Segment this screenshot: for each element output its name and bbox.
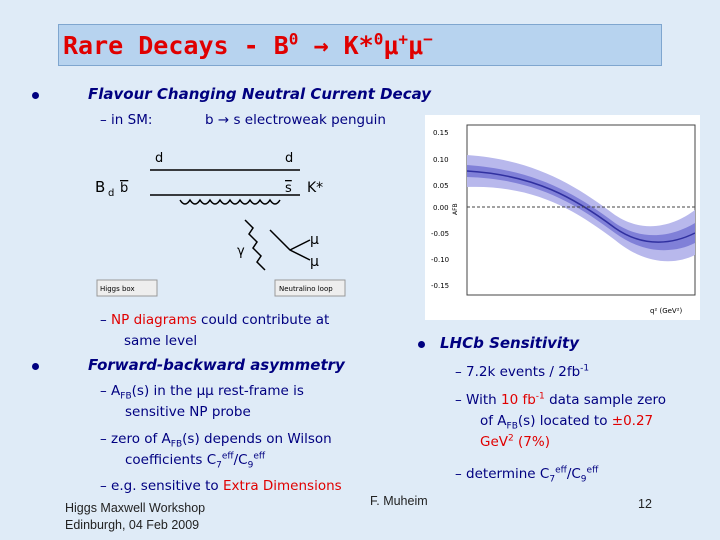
legend-label: Higgs box — [100, 285, 135, 293]
title-sup: − — [423, 29, 433, 49]
sub-item: – 7.2k events / 2fb-1 — [455, 362, 589, 383]
title-text: Rare Decays - B — [63, 31, 289, 60]
text: FB — [506, 421, 518, 432]
footer-workshop: Higgs Maxwell Workshop — [65, 501, 206, 515]
legend-box — [96, 279, 158, 297]
title-text: → K* — [298, 31, 374, 60]
central-curve — [466, 170, 696, 243]
text: – — [100, 383, 112, 399]
bullet-heading: LHCb Sensitivity — [440, 334, 579, 352]
text: ±0.27 GeV — [480, 413, 654, 450]
text: 7 — [549, 474, 556, 485]
text: -1 — [580, 363, 590, 374]
diagram-label: d — [155, 151, 163, 166]
sub-item: – zero of AFB(s) depends on Wilson coeff… — [100, 429, 360, 471]
y-axis-label: AFB — [452, 203, 459, 215]
text: 7.2k events / 2fb — [466, 364, 581, 380]
text: μμ — [196, 383, 214, 399]
y-tick-label: -0.10 — [431, 256, 449, 264]
diagram-label: d — [285, 151, 293, 166]
y-tick-label: 0.10 — [433, 156, 449, 164]
text: FB — [120, 391, 132, 402]
diagram-label: b — [120, 181, 128, 196]
text: /C — [566, 466, 581, 482]
text: (7%) — [513, 434, 550, 450]
slide-title: Rare Decays - B0 → K*0μ+μ− — [58, 24, 662, 66]
text: could contribute at same level — [124, 312, 330, 349]
sub-item: – in SM: — [100, 112, 153, 128]
y-tick-label: -0.05 — [431, 230, 449, 238]
text: – — [100, 478, 112, 494]
bullet — [32, 363, 39, 370]
text: eff — [555, 465, 567, 476]
bullet — [32, 92, 39, 99]
footer-place: Edinburgh, 04 Feb 2009 — [65, 518, 200, 532]
diagram-label: μ — [310, 232, 319, 248]
sub-item: – determine C7eff/C9eff — [455, 464, 598, 485]
text: (s) in the — [131, 383, 197, 399]
title-sup: 0 — [288, 29, 299, 49]
sub-item: – AFB(s) in the μμ rest-frame is sensiti… — [100, 381, 360, 423]
bullet-heading: Flavour Changing Neutral Current Decay — [88, 85, 432, 103]
diagram-label: μ — [310, 254, 319, 270]
text: – — [100, 431, 112, 447]
text: e.g. sensitive to — [111, 478, 223, 494]
text: FB — [170, 439, 183, 450]
sub-item: – NP diagrams could contribute at same l… — [100, 310, 360, 352]
text: 2 — [508, 433, 514, 444]
text: – — [455, 392, 467, 408]
diagram-label: B — [95, 178, 105, 196]
bullet — [418, 341, 425, 348]
text: -1 — [535, 391, 545, 402]
title-text: μ — [408, 31, 424, 60]
text: determine C — [466, 466, 550, 482]
text: eff — [586, 465, 599, 476]
y-tick-label: 0.05 — [433, 182, 449, 190]
page-number: 12 — [638, 497, 652, 511]
text: 10 fb — [501, 392, 536, 408]
diagram-label: K* — [307, 180, 323, 196]
text: 9 — [247, 460, 254, 471]
text: (s) located to — [517, 413, 612, 429]
text: 9 — [580, 474, 587, 485]
title-sup: 0 — [373, 29, 384, 49]
y-tick-label: -0.15 — [431, 282, 449, 290]
title-text: μ — [383, 31, 399, 60]
sub-item: – e.g. sensitive to Extra Dimensions — [100, 476, 390, 497]
text: (s) depends on Wilson coefficients C — [125, 431, 332, 468]
legend-box — [274, 279, 346, 297]
y-tick-label: 0.00 — [433, 204, 449, 212]
text: With — [466, 392, 501, 408]
feynman-diagram: Higgs box Neutralino loop d d B d b s K*… — [95, 151, 346, 297]
text: zero of A — [111, 431, 171, 447]
text: – — [100, 312, 112, 328]
legend-label: Neutralino loop — [279, 285, 333, 293]
title-sup: + — [398, 29, 409, 49]
bullet-heading: Forward-backward asymmetry — [88, 356, 345, 374]
x-axis-label: q² (GeV²) — [650, 307, 683, 315]
text: 7 — [216, 460, 222, 471]
sub-item: – With 10 fb-1 data sample zero of AFB(s… — [455, 390, 680, 453]
text: data sample zero of A — [480, 392, 667, 429]
afb-plot: 0.15 0.10 0.05 0.00 -0.05 -0.10 -0.15 AF… — [425, 115, 700, 320]
text: Extra Dimensions — [222, 478, 342, 494]
plot-background — [425, 115, 700, 320]
text: eff — [221, 451, 234, 462]
footer-author: F. Muheim — [370, 494, 428, 508]
sub-item: b → s electroweak penguin — [205, 112, 386, 128]
text: NP diagrams — [111, 312, 197, 328]
text: – — [455, 466, 467, 482]
y-tick-label: 0.15 — [433, 129, 449, 137]
text: – — [455, 364, 467, 380]
text: A — [111, 383, 121, 399]
text: eff — [253, 451, 266, 462]
diagram-label: γ — [237, 244, 245, 259]
diagram-label: d — [108, 188, 114, 199]
text: /C — [233, 452, 248, 468]
band-inner — [467, 165, 695, 251]
text: rest-frame is sensitive NP probe — [125, 383, 304, 420]
diagram-label: s — [285, 181, 292, 196]
